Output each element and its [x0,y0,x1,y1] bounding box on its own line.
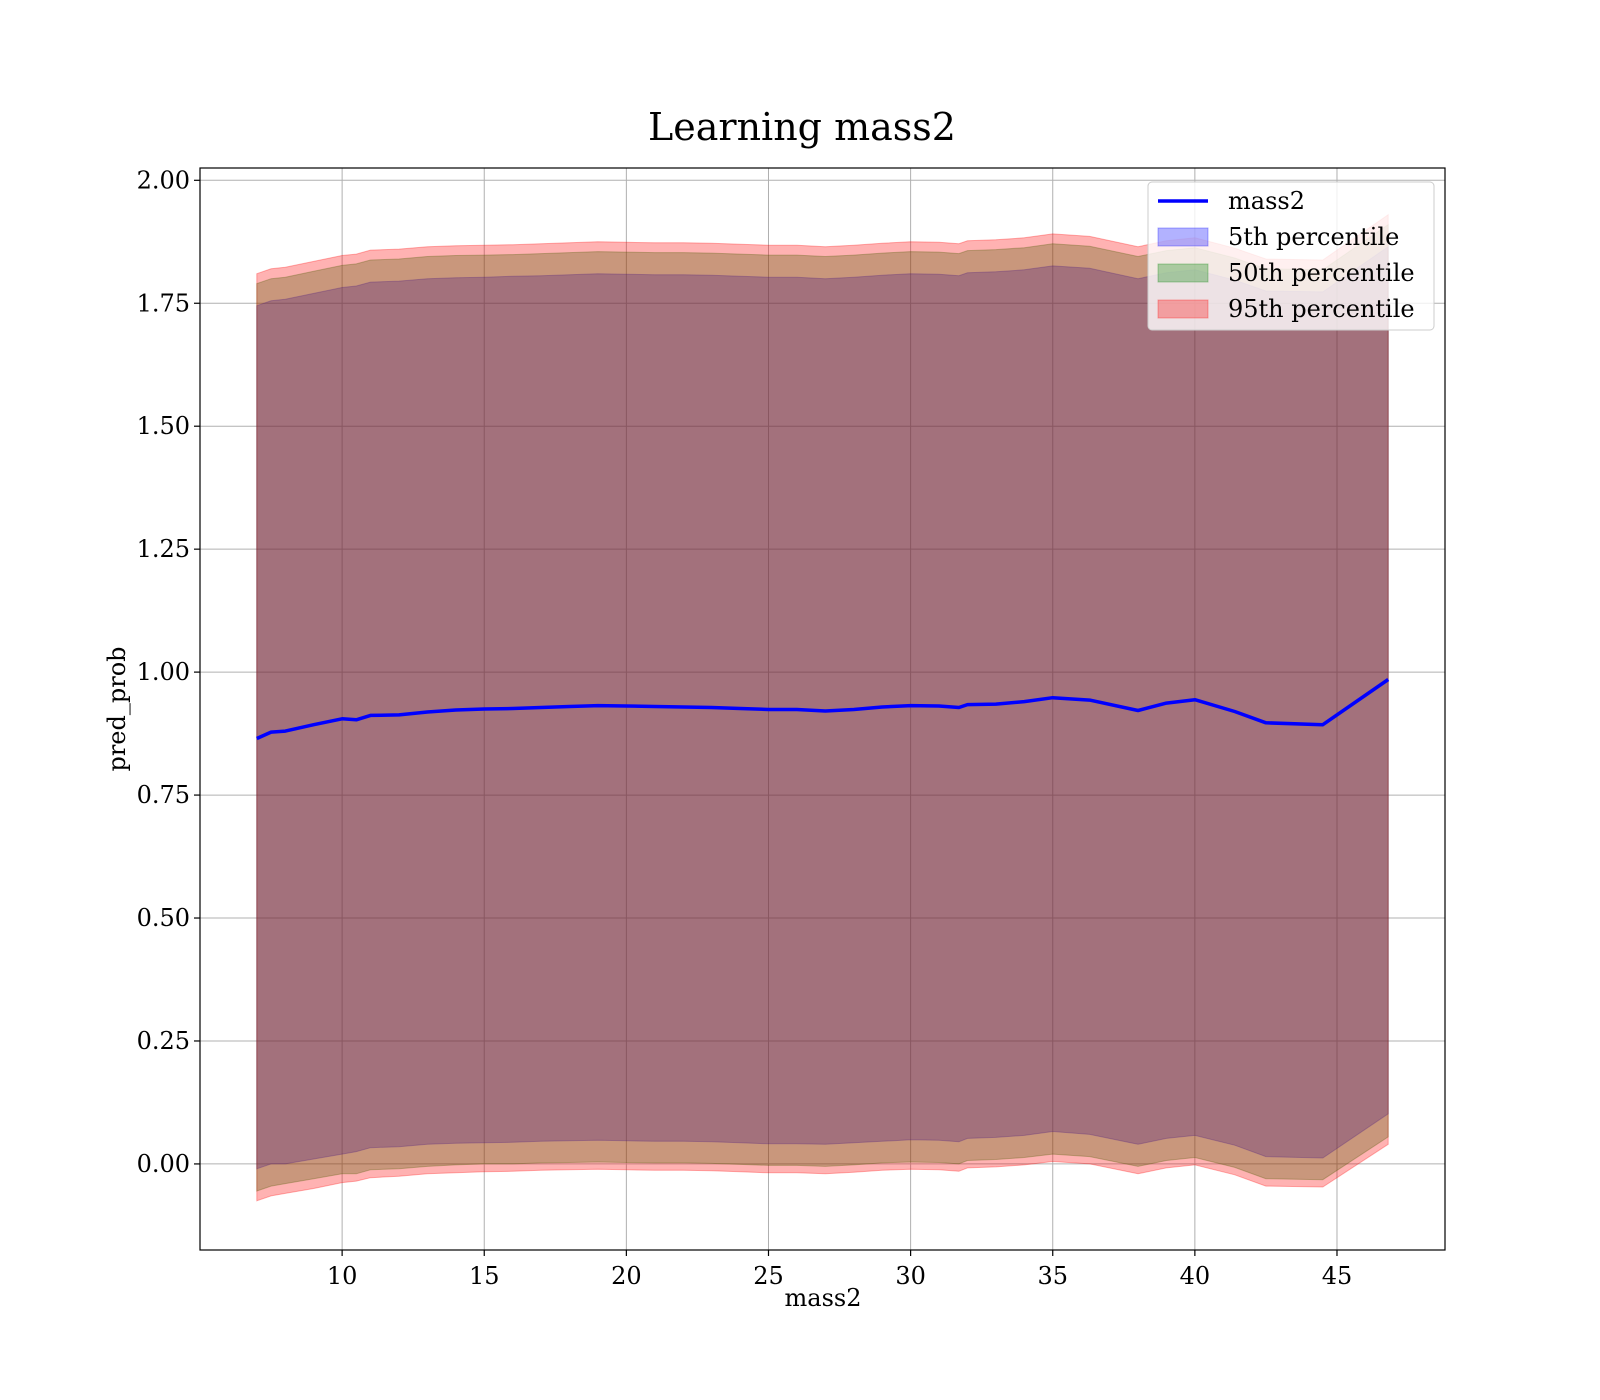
y-tick-label: 0.25 [137,1027,190,1055]
y-tick-label: 1.25 [137,535,190,563]
series-lines [256,678,1390,741]
legend-label-5th-percentile: 5th percentile [1228,223,1399,251]
y-tick-label: 0.50 [137,904,190,932]
x-axis-ticks: 10 15 20 25 30 35 40 45 [327,1250,1352,1290]
x-tick-label: 35 [1037,1262,1068,1290]
y-axis-label: pred_prob [103,646,131,771]
y-tick-label: 1.75 [137,289,190,317]
x-tick-label: 25 [753,1262,784,1290]
x-tick-label: 30 [895,1262,926,1290]
chart-title: Learning mass2 [648,105,956,149]
legend-label-50th-percentile: 50th percentile [1228,259,1415,287]
percentile-bands [256,213,1389,1202]
x-tick-label: 10 [327,1262,358,1290]
x-tick-label: 45 [1322,1262,1353,1290]
y-tick-label: 2.00 [137,166,190,194]
legend-label-mass2: mass2 [1228,187,1305,215]
band-50th-percentile [256,223,1389,1192]
y-axis-ticks: 0.00 0.25 0.50 0.75 1.00 1.25 1.50 1.75 2.00 [137,166,200,1178]
x-axis-label: mass2 [785,1284,862,1312]
plot-frame [199,167,1446,1251]
legend: mass2 5th percentile 50th percentile 95th p… [1147,181,1435,331]
legend-swatch-95th-percentile [1157,299,1209,319]
x-tick-label: 40 [1180,1262,1211,1290]
legend-swatch-5th-percentile [1157,227,1209,247]
legend-label-95th-percentile: 95th percentile [1228,295,1415,323]
x-tick-label: 20 [611,1262,642,1290]
y-tick-label: 1.00 [137,658,190,686]
y-tick-label: 0.00 [137,1150,190,1178]
x-tick-label: 15 [469,1262,500,1290]
y-tick-label: 0.75 [137,781,190,809]
legend-swatch-50th-percentile [1157,263,1209,283]
band-95th-percentile [256,213,1389,1202]
grid [200,168,1445,1250]
legend-box [1147,181,1435,331]
y-tick-label: 1.50 [137,412,190,440]
band-5th-percentile [256,245,1389,1170]
line-mass2 [256,678,1390,741]
